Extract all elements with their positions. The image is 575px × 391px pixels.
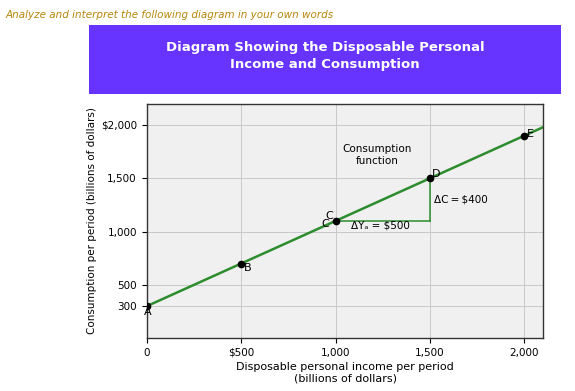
Text: Consumption
function: Consumption function <box>343 144 412 166</box>
Text: D: D <box>432 169 441 179</box>
Text: A: A <box>144 307 151 317</box>
X-axis label: Disposable personal income per period
(billions of dollars): Disposable personal income per period (b… <box>236 362 454 384</box>
Text: ΔYₐ = $500: ΔYₐ = $500 <box>351 220 409 230</box>
Text: C: C <box>325 211 333 221</box>
Text: C: C <box>321 219 329 229</box>
Text: Analyze and interpret the following diagram in your own words: Analyze and interpret the following diag… <box>6 10 334 20</box>
Y-axis label: Consumption per period (billions of dollars): Consumption per period (billions of doll… <box>87 108 97 334</box>
Text: E: E <box>527 129 534 139</box>
Text: ΔC = $400: ΔC = $400 <box>434 195 488 204</box>
Text: Diagram Showing the Disposable Personal
Income and Consumption: Diagram Showing the Disposable Personal … <box>166 41 484 71</box>
Text: B: B <box>244 263 251 273</box>
